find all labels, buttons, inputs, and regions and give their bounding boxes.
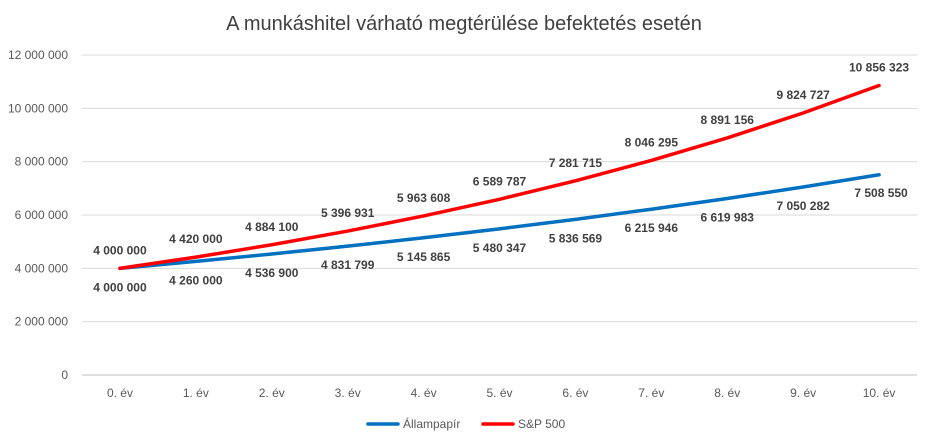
data-label: 9 824 727 bbox=[776, 88, 830, 102]
y-tick-label: 8 000 000 bbox=[15, 155, 69, 169]
data-label: 4 000 000 bbox=[93, 243, 147, 257]
data-label: 5 836 569 bbox=[549, 231, 603, 245]
data-label: 8 891 156 bbox=[701, 113, 755, 127]
data-label: 8 046 295 bbox=[625, 135, 679, 149]
x-tick-label: 1. év bbox=[183, 386, 209, 400]
gridlines bbox=[82, 54, 917, 376]
data-label: 6 215 946 bbox=[625, 221, 679, 235]
legend-label: S&P 500 bbox=[518, 417, 565, 431]
data-label: 7 508 550 bbox=[854, 186, 908, 200]
x-tick-label: 3. év bbox=[335, 386, 361, 400]
y-tick-label: 0 bbox=[61, 368, 68, 382]
data-label: 5 480 347 bbox=[473, 241, 527, 255]
x-tick-label: 0. év bbox=[107, 386, 133, 400]
x-axis: 0. év 1. év 2. év 3. év 4. év 5. év 6. év 7. év… bbox=[107, 386, 895, 400]
y-tick-label: 10 000 000 bbox=[8, 101, 68, 115]
x-tick-label: 10. év bbox=[863, 386, 896, 400]
chart-title: A munkáshitel várható megtérülése befekt… bbox=[226, 13, 702, 35]
y-tick-label: 12 000 000 bbox=[8, 48, 68, 62]
data-label: 5 396 931 bbox=[321, 206, 375, 220]
x-tick-label: 9. év bbox=[790, 386, 816, 400]
series-lines bbox=[118, 83, 881, 271]
data-label: 4 000 000 bbox=[93, 280, 147, 294]
data-label: 7 281 715 bbox=[549, 156, 603, 170]
y-tick-label: 2 000 000 bbox=[15, 315, 69, 329]
data-label: 5 963 608 bbox=[397, 191, 451, 205]
data-labels: 4 000 000 4 260 000 4 536 900 4 831 799 5 14… bbox=[93, 60, 909, 294]
data-label: 4 536 900 bbox=[245, 266, 299, 280]
x-tick-label: 5. év bbox=[486, 386, 512, 400]
legend-label: Állampapír bbox=[403, 416, 460, 431]
y-axis: 0 2 000 000 4 000 000 6 000 000 8 000 000 10 … bbox=[8, 48, 68, 382]
x-tick-label: 4. év bbox=[411, 386, 437, 400]
data-label: 7 050 282 bbox=[776, 199, 830, 213]
x-tick-label: 6. év bbox=[562, 386, 588, 400]
data-label: 6 589 787 bbox=[473, 174, 527, 188]
x-tick-label: 8. év bbox=[714, 386, 740, 400]
legend: Állampapír S&P 500 bbox=[366, 416, 565, 431]
x-tick-label: 2. év bbox=[259, 386, 285, 400]
y-tick-label: 4 000 000 bbox=[15, 261, 69, 275]
data-label: 6 619 983 bbox=[701, 210, 755, 224]
y-tick-label: 6 000 000 bbox=[15, 208, 69, 222]
series-line-allampapir bbox=[118, 173, 881, 271]
data-label: 4 831 799 bbox=[321, 258, 375, 272]
data-label: 10 856 323 bbox=[849, 60, 909, 74]
data-label: 4 260 000 bbox=[169, 273, 223, 287]
series-line-sp500 bbox=[118, 83, 881, 271]
data-label: 4 884 100 bbox=[245, 220, 299, 234]
x-tick-label: 7. év bbox=[638, 386, 664, 400]
data-label: 4 420 000 bbox=[169, 232, 223, 246]
data-label: 5 145 865 bbox=[397, 250, 451, 264]
